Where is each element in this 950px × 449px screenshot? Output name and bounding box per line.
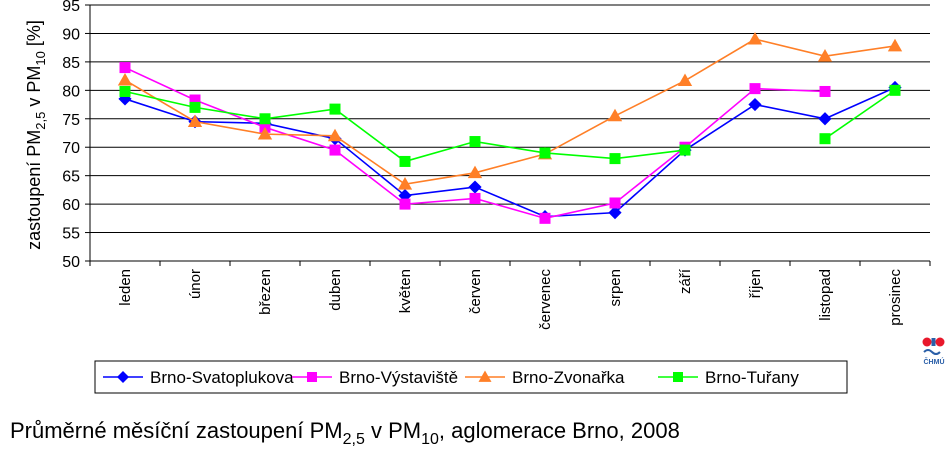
series-3 [119,84,901,167]
x-tick-label: červenec [537,269,554,330]
data-point [117,72,133,86]
x-tick-label: červen [467,269,484,314]
y-tick-label: 90 [62,26,80,43]
legend-item-2: Brno-Zvonařka [465,368,625,387]
data-point [399,155,411,167]
legend-marker [307,372,317,382]
legend-label: Brno-Svatoplukova [150,368,294,387]
caption: Průměrné měsíční zastoupení PM2,5 v PM10… [10,418,680,448]
series-1 [119,62,831,224]
grid-lines [90,4,930,262]
data-point [749,83,761,95]
data-point [607,108,623,122]
y-tick-label: 70 [62,140,80,157]
data-point [677,73,693,87]
legend-label: Brno-Zvonařka [512,368,625,387]
legend-label: Brno-Výstaviště [339,368,458,387]
x-tick-label: listopad [817,269,834,321]
y-axis-label: zastoupení PM2,5 v PM10 [%] [24,20,48,250]
x-tick-labels: leden únor březen duben květen červen červenec… [117,268,904,330]
data-point [609,197,621,209]
logo-text: ČHMÚ [924,357,945,366]
series-lines [117,31,903,224]
y-tick-label: 95 [62,0,80,15]
x-tick-label: leden [117,269,134,306]
data-point [187,114,203,127]
data-point [748,97,762,112]
y-tick-label: 50 [62,254,80,271]
data-point [397,177,413,190]
legend-item-0: Brno-Svatoplukova [103,368,294,387]
data-point [259,113,271,125]
data-point [467,165,483,179]
logo-wave [923,349,941,355]
data-point [608,206,622,220]
x-tick-label: srpen [607,269,624,307]
x-tick-label: květen [397,269,414,313]
data-point [889,84,901,96]
data-point [609,153,621,165]
data-point [679,144,691,156]
data-point [119,62,131,74]
series-0 [118,80,902,224]
data-point [818,112,832,126]
legend-item-3: Brno-Tuřany [658,368,799,387]
y-tick-labels: 50 55 60 65 70 75 80 85 90 95 [62,0,80,271]
data-point [469,192,481,204]
axes [85,4,931,266]
series-line [124,90,686,163]
data-point [539,212,551,224]
x-tick-label: únor [187,269,204,299]
legend-marker [478,370,492,382]
x-tick-label: září [677,268,694,294]
legend-item-1: Brno-Výstaviště [292,368,458,387]
logo-dot-left [922,337,932,347]
data-point [539,147,551,159]
data-point [819,85,831,97]
legend-marker [673,372,683,382]
chmu-logo: ČHMÚ [922,337,945,366]
data-point [468,180,482,194]
y-tick-label: 60 [62,197,80,214]
data-point [257,126,273,140]
y-tick-label: 85 [62,55,80,72]
data-point [817,49,833,62]
data-point [399,198,411,210]
data-point [327,128,343,142]
data-point [329,103,341,115]
data-point [887,38,903,52]
x-tick-label: prosinec [887,269,904,326]
x-tick-label: říjen [747,269,764,298]
y-tick-label: 75 [62,112,80,129]
logo-dot-right [935,337,945,347]
logo-bar [931,338,936,346]
series-line [124,38,896,186]
y-tick-label: 65 [62,169,80,186]
x-tick-label: březen [257,269,274,315]
data-point [189,101,201,113]
series-line [824,89,896,140]
data-point [819,133,831,145]
legend: Brno-Svatoplukova Brno-Výstaviště Brno-Zvo… [103,368,799,387]
data-point [747,31,763,45]
x-tick-label: duben [327,269,344,311]
data-point [119,85,131,97]
legend-label: Brno-Tuřany [705,368,799,387]
data-point [469,136,481,148]
data-point [329,144,341,156]
data-point [189,94,201,106]
y-tick-label: 80 [62,83,80,100]
series-line [124,86,896,218]
legend-marker [117,371,129,383]
y-tick-label: 55 [62,226,80,243]
